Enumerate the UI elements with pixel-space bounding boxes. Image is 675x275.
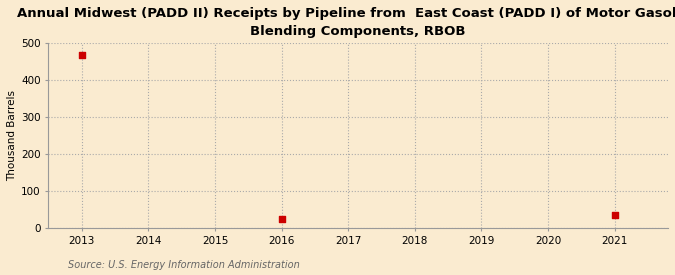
Text: Source: U.S. Energy Information Administration: Source: U.S. Energy Information Administ…: [68, 260, 299, 270]
Point: [610, 213, 620, 217]
Point: [76, 53, 87, 57]
Point: [276, 217, 287, 221]
Y-axis label: Thousand Barrels: Thousand Barrels: [7, 90, 17, 181]
Title: Annual Midwest (PADD II) Receipts by Pipeline from  East Coast (PADD I) of Motor: Annual Midwest (PADD II) Receipts by Pip…: [17, 7, 675, 38]
